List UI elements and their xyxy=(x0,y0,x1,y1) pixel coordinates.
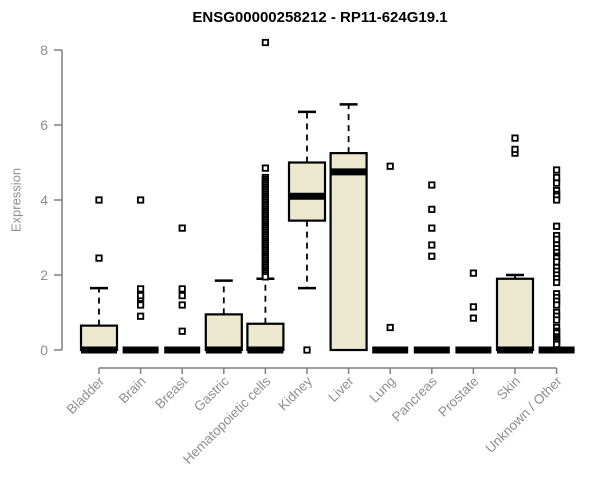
outlier-point xyxy=(136,292,145,300)
median-line xyxy=(372,346,409,354)
outlier-point xyxy=(553,179,561,187)
y-axis-tick-label: 0 xyxy=(40,342,48,358)
outlier-point xyxy=(261,164,270,172)
x-axis-category-label: Brain xyxy=(116,374,149,407)
outlier-point xyxy=(553,278,561,287)
y-axis-tick-label: 4 xyxy=(40,192,48,208)
outlier-point xyxy=(553,196,561,204)
outlier-point xyxy=(553,316,561,324)
median-line xyxy=(205,346,242,354)
outlier-point xyxy=(95,254,103,262)
median-line xyxy=(497,346,533,354)
outlier-point xyxy=(303,346,311,354)
median-line xyxy=(289,192,325,200)
box xyxy=(287,161,327,222)
x-axis-category-label: Bladder xyxy=(64,373,108,417)
y-axis-tick-label: 8 xyxy=(40,42,48,58)
x-axis-category-label: Liver xyxy=(325,373,357,405)
outlier-point xyxy=(178,224,186,232)
outlier-point xyxy=(136,312,145,320)
outlier-point xyxy=(553,235,561,243)
outlier-point xyxy=(136,301,145,309)
outlier-point xyxy=(261,38,270,47)
outlier-point xyxy=(469,269,478,277)
box xyxy=(246,322,285,352)
outlier-point xyxy=(469,303,478,311)
box xyxy=(495,277,535,352)
outlier-point xyxy=(428,252,436,260)
median-line xyxy=(164,346,201,354)
outlier-point xyxy=(428,241,436,249)
box xyxy=(204,313,243,352)
outlier-point xyxy=(261,273,270,281)
outlier-point xyxy=(386,162,394,170)
outlier-point xyxy=(136,285,145,293)
outlier-point xyxy=(178,285,186,293)
x-axis-category-label: Lung xyxy=(366,374,398,406)
box xyxy=(329,152,368,352)
median-line xyxy=(330,168,367,176)
outlier-point xyxy=(553,166,561,174)
outlier-point xyxy=(511,134,519,142)
outlier-point xyxy=(428,205,436,213)
outlier-point xyxy=(553,258,561,266)
chart-title: ENSG00000258212 - RP11-624G19.1 xyxy=(192,9,448,26)
median-line xyxy=(81,346,117,354)
outlier-point xyxy=(428,181,436,189)
outlier-point xyxy=(136,196,145,204)
outlier-point xyxy=(386,323,394,332)
box xyxy=(79,324,119,352)
x-axis-category-label: Pancreas xyxy=(389,373,440,424)
median-line xyxy=(122,346,159,354)
outlier-point xyxy=(469,314,478,322)
outlier-point xyxy=(553,301,561,309)
x-axis-category-label: Skin xyxy=(494,374,523,403)
median-line xyxy=(413,346,450,354)
median-line xyxy=(247,346,284,354)
median-line xyxy=(538,346,575,354)
x-axis-category-label: Unknown / Other xyxy=(482,373,565,456)
x-axis-category-label: Breast xyxy=(152,373,190,411)
median-line xyxy=(455,346,492,354)
outlier-point xyxy=(178,301,186,309)
outlier-point xyxy=(553,222,561,230)
x-axis-category-label: Gastric xyxy=(191,373,232,414)
y-axis-tick-label: 2 xyxy=(40,267,48,283)
outlier-point xyxy=(511,145,519,153)
y-axis-tick-label: 6 xyxy=(40,117,48,133)
outlier-point xyxy=(428,224,436,232)
x-axis-category-label: Prostate xyxy=(435,374,481,420)
outlier-point xyxy=(178,327,186,335)
x-axis-category-label: Kidney xyxy=(275,373,315,413)
outlier-point xyxy=(553,340,561,348)
outlier-point xyxy=(95,196,103,204)
outlier-point xyxy=(553,173,561,182)
outlier-point xyxy=(178,292,186,300)
